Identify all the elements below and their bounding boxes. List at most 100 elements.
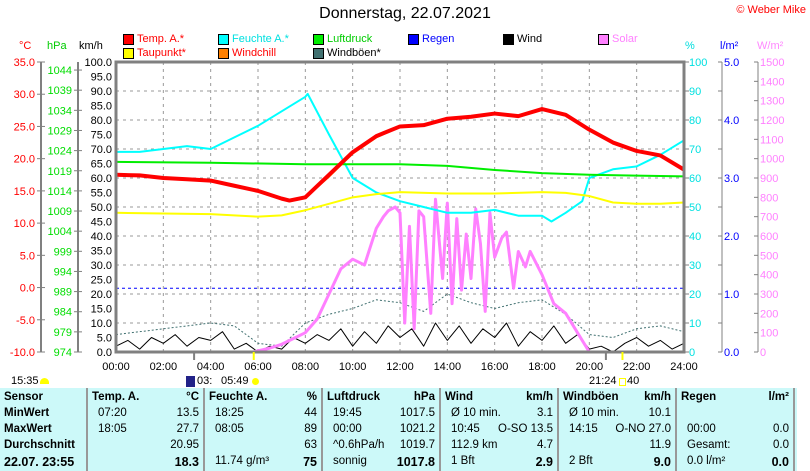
cell-value: 10.1	[648, 407, 671, 419]
moonrise-time: 15:35	[11, 375, 39, 387]
pressure-tick-label: 1044	[48, 65, 72, 77]
rain-tick-label: 4.0	[724, 115, 739, 127]
wind-tick-label: 20.0	[91, 289, 112, 301]
pressure-tick-label: 1004	[48, 226, 72, 238]
legend-label: Temp. A.*	[137, 33, 185, 45]
humidity-tick-label: 50	[689, 202, 701, 214]
pressure-tick-label: 974	[54, 347, 72, 359]
table-row: 07:20 13.5	[92, 407, 199, 423]
legend-item: Taupunkt*	[123, 47, 186, 59]
table-header: Feuchte A.%	[209, 391, 317, 407]
solar-tick-label: 100	[760, 328, 778, 340]
legend-label: Luftdruck	[327, 33, 373, 45]
series-feuchte-a	[116, 92, 685, 223]
series-taupunkt	[115, 191, 685, 218]
cell-value: 1017.8	[396, 455, 435, 469]
table-row: Ø 10 min. 10.1	[563, 407, 671, 423]
series-luftdruck	[115, 160, 685, 178]
sun-icon	[252, 378, 259, 385]
table-row: 2 Bft 9.0	[563, 455, 671, 471]
table-row: 1 Bft 2.9	[445, 455, 553, 471]
legend-item: Temp. A.*	[123, 33, 184, 45]
x-tick-label: 10:00	[339, 361, 367, 373]
unit-rain: l/m²	[720, 40, 739, 52]
legend-item: Luftdruck	[313, 33, 372, 45]
sunrise-time: 05:49	[221, 375, 249, 387]
cell-value: 75	[303, 455, 317, 469]
cell-label: Feuchte A.	[209, 391, 268, 403]
rain-tick-label: 3.0	[724, 173, 739, 185]
temp-tick-label: 25.0	[14, 121, 35, 133]
solar-tick-label: 200	[760, 308, 778, 320]
legend-label: Wind	[517, 33, 543, 45]
table-row: MinWert	[4, 407, 82, 423]
table-row: 18.3	[92, 455, 199, 471]
rain-tick-label: 2.0	[724, 231, 739, 243]
cell-value: 63	[304, 439, 317, 451]
pressure-tick-label: 994	[54, 266, 72, 278]
x-tick-label: 16:00	[481, 361, 509, 373]
temp-tick-label: 35.0	[14, 57, 35, 69]
wind-tick-label: 100.0	[84, 57, 112, 69]
table-row: 10:45 O-SO 13.5	[445, 423, 553, 439]
solar-tick-label: 1300	[760, 96, 784, 108]
table-row: MaxWert	[4, 423, 82, 439]
statistics-table: Sensor MinWert MaxWert Durchschnitt 22.07. 2…	[0, 388, 797, 471]
table-row: ^0.6hPa/h 1019.7	[327, 439, 435, 455]
wind-tick-label: 60.0	[91, 173, 112, 185]
rain-tick-label: 1.0	[724, 289, 739, 301]
solar-tick-label: 900	[760, 173, 778, 185]
legend-label: Feuchte A.*	[232, 33, 289, 45]
wind-tick-label: 5.0	[97, 333, 112, 345]
wind-tick-label: 15.0	[91, 304, 112, 316]
cell-label: Gesamt:	[687, 439, 731, 451]
pressure-tick-label: 984	[54, 307, 72, 319]
cell-label: 112.9 km	[451, 439, 498, 451]
cell-value: 0.0	[773, 423, 789, 435]
legend-swatch	[218, 33, 229, 45]
weather-chart: 00:00 02:00 04:00 06:00 08:00 10:00 12:00 14:00…	[10, 57, 785, 373]
cell-value: 1017.5	[399, 407, 435, 419]
solar-tick-label: 300	[760, 289, 778, 301]
legend-item: Windböen*	[313, 47, 381, 59]
legend-swatch	[313, 47, 324, 59]
wind-tick-label: 35.0	[91, 246, 112, 258]
solar-tick-label: 1100	[760, 134, 784, 146]
table-column: Windböen km/h Ø 10 min. 10.1 14:15 O-NO 27.0 1…	[559, 388, 677, 471]
solar-tick-label: 400	[760, 270, 778, 282]
series-temp-a	[115, 107, 686, 203]
wind-tick-label: 45.0	[91, 217, 112, 229]
legend-label: Taupunkt*	[137, 47, 186, 59]
table-column: Feuchte A.% 18:25 44 08:05 89 63 11.74 g/m³ 75	[205, 388, 323, 471]
moon-icon	[40, 378, 49, 384]
temp-tick-label: 5.0	[20, 250, 35, 262]
cell-label: 22.07. 23:55	[4, 455, 75, 469]
temp-tick-label: 30.0	[14, 89, 35, 101]
wind-tick-label: 25.0	[91, 275, 112, 287]
cell-label: MinWert	[4, 407, 50, 419]
moonset-icon	[186, 376, 195, 387]
table-row	[681, 407, 789, 423]
wind-tick-label: 0.0	[97, 347, 112, 359]
series-wind	[115, 322, 685, 353]
cell-value: 1021.2	[399, 423, 435, 435]
cell-value: km/h	[526, 391, 553, 403]
x-tick-label: 14:00	[434, 361, 462, 373]
legend-item: Wind	[503, 33, 542, 45]
humidity-tick-label: 60	[689, 173, 701, 185]
pressure-tick-label: 989	[54, 287, 72, 299]
humidity-tick-label: 90	[689, 86, 701, 98]
temp-tick-label: 15.0	[14, 186, 35, 198]
wind-tick-label: 95.0	[91, 72, 112, 84]
table-header: Wind km/h	[445, 391, 553, 407]
table-header: Temp. A. °C	[92, 391, 199, 407]
solar-tick-label: 500	[760, 250, 778, 262]
rain-tick-label: 0.0	[724, 347, 739, 359]
legend-swatch	[123, 47, 134, 59]
pressure-tick-label: 1024	[48, 146, 72, 158]
solar-tick-label: 800	[760, 192, 778, 204]
solar-tick-label: 1200	[760, 115, 784, 127]
x-tick-label: 02:00	[150, 361, 178, 373]
legend-label: Regen	[422, 33, 455, 45]
cell-value: O-SO 13.5	[498, 423, 553, 435]
